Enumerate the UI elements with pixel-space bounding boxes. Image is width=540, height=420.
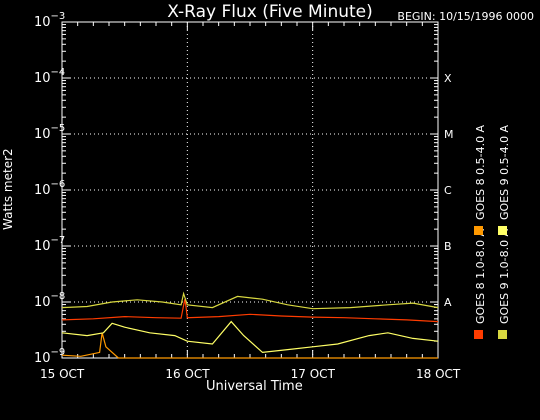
flare-class-a: A <box>444 296 452 309</box>
legend-swatch <box>498 330 507 339</box>
legend-swatch <box>498 226 507 235</box>
y-tick-label: 10−8 <box>34 291 65 310</box>
legend-label: GOES 9 0.5-4.0 A <box>498 124 511 220</box>
flare-class-b: B <box>444 240 452 253</box>
y-axis-label: Watts meter2 <box>1 148 15 230</box>
flare-class-x: X <box>444 72 452 85</box>
legend-swatch <box>474 226 483 235</box>
legend-label: GOES 9 1.0-8.0 A <box>498 228 511 324</box>
x-tick-label: 18 OCT <box>416 367 461 381</box>
begin-date-label: BEGIN: 10/15/1996 0000 <box>397 10 534 23</box>
x-tick-label: 15 OCT <box>40 367 85 381</box>
legend-label: GOES 8 0.5-4.0 A <box>474 124 487 220</box>
flare-class-m: M <box>444 128 454 141</box>
x-tick-label: 16 OCT <box>165 367 210 381</box>
y-tick-label: 10−3 <box>34 11 65 30</box>
y-tick-label: 10−9 <box>34 347 65 366</box>
y-tick-label: 10−7 <box>34 235 65 254</box>
series-line-3 <box>61 291 439 310</box>
legend-swatch <box>474 330 483 339</box>
series-line-2 <box>61 332 438 359</box>
flare-class-c: C <box>444 184 452 197</box>
y-tick-label: 10−5 <box>34 123 65 142</box>
x-tick-label: 17 OCT <box>291 367 336 381</box>
legend-label: GOES 8 1.0-8.0 A <box>474 228 487 324</box>
series-line-4 <box>61 320 439 354</box>
x-axis-label: Universal Time <box>206 379 303 394</box>
y-tick-label: 10−4 <box>34 67 65 86</box>
series-line-1 <box>61 299 439 323</box>
y-tick-label: 10−6 <box>34 179 65 198</box>
